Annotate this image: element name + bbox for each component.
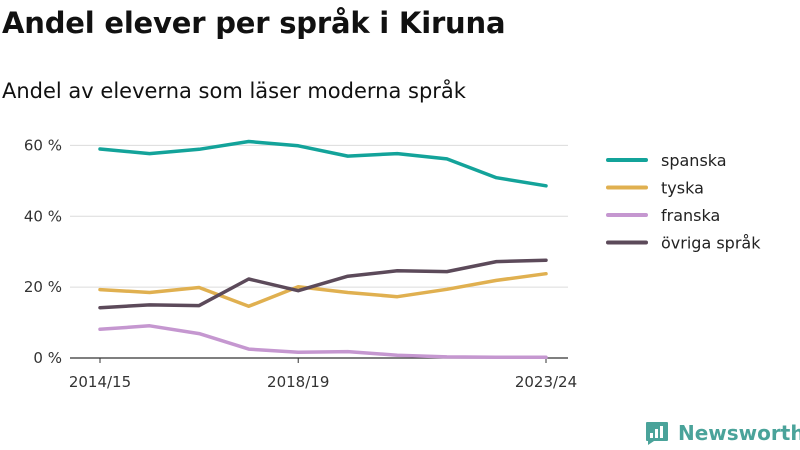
y-tick-label: 20 % <box>24 278 62 296</box>
brand-name: Newsworthy <box>678 421 800 445</box>
y-tick-label: 40 % <box>24 207 62 225</box>
chart-subtitle: Andel av eleverna som läser moderna språ… <box>2 79 466 103</box>
y-tick-label: 0 % <box>33 349 62 367</box>
legend-label: spanska <box>661 151 727 170</box>
legend-label: övriga språk <box>661 234 761 253</box>
x-tick-label: 2023/24 <box>515 373 577 391</box>
y-axis-labels: 0 % 20 % 40 % 60 % <box>24 136 62 367</box>
series-line-spanska <box>98 139 548 188</box>
legend-label: franska <box>661 206 720 225</box>
x-axis-labels: 2014/15 2018/19 2023/24 <box>69 358 577 391</box>
series-line-franska <box>98 324 548 360</box>
chart-title: Andel elever per språk i Kiruna <box>2 6 506 40</box>
brand-logo[interactable]: Newsworthy <box>644 420 800 446</box>
x-tick-label: 2014/15 <box>69 373 131 391</box>
newsworthy-logo-icon <box>646 422 668 445</box>
series-line-övriga-språk <box>98 258 548 310</box>
x-tick-label: 2018/19 <box>267 373 329 391</box>
legend-label: tyska <box>661 179 704 198</box>
y-tick-label: 60 % <box>24 136 62 154</box>
legend: spanska tyska franska övriga språk <box>606 151 761 253</box>
gridlines <box>70 144 568 288</box>
series-line-tyska <box>98 271 548 309</box>
series-lines <box>98 139 548 360</box>
